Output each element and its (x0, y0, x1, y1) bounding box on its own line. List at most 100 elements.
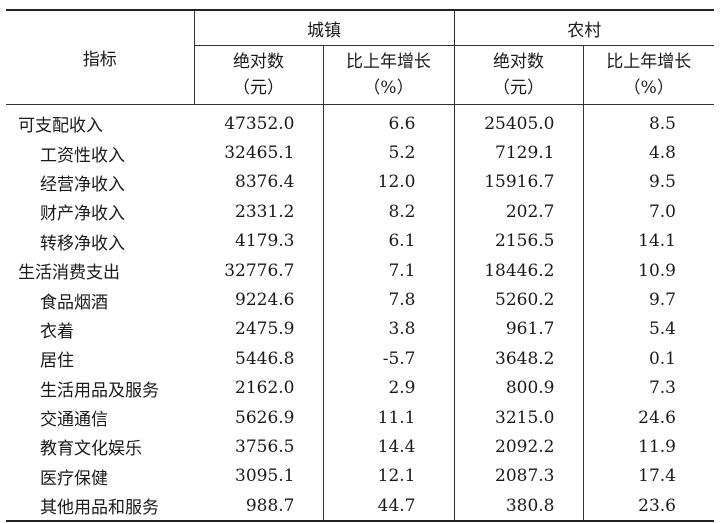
urban-absolute-value: 4179.3 (194, 226, 324, 256)
table-row: 交通通信 5626.9 11.1 3215.0 24.6 (6, 402, 714, 433)
rural-growth-header: 比上年增长 （%） (583, 45, 714, 105)
urban-absolute-value: 9224.6 (194, 285, 324, 315)
absolute-label: 绝对数 (493, 52, 544, 72)
row-indicator-name: 其他用品和服务 (6, 491, 194, 523)
rural-absolute-value: 3648.2 (454, 344, 584, 374)
row-indicator-name: 交通通信 (40, 410, 108, 431)
absolute-unit: （元） (233, 78, 284, 98)
rural-absolute-value: 3215.0 (454, 402, 584, 433)
rural-absolute-value: 380.8 (454, 491, 584, 523)
table-row: 经营净收入 8376.4 12.0 15916.7 9.5 (6, 167, 714, 198)
urban-growth-value: 11.1 (323, 402, 455, 433)
rural-growth-value: 14.1 (638, 231, 676, 252)
table-row: 食品烟酒 9224.6 7.8 5260.2 9.7 (6, 285, 714, 315)
rural-growth-value: 4.8 (648, 143, 676, 164)
table-row: 财产净收入 2331.2 8.2 202.7 7.0 (6, 197, 714, 227)
absolute-unit: （元） (493, 78, 544, 98)
absolute-label: 绝对数 (233, 52, 284, 72)
urban-growth-value: 2.9 (323, 373, 455, 403)
rural-growth-value: 0.1 (648, 348, 676, 369)
urban-absolute-value: 5446.8 (194, 344, 324, 374)
rural-growth-value: 23.6 (583, 491, 714, 523)
rural-absolute-value: 15916.7 (454, 167, 584, 198)
rural-absolute-value: 202.7 (454, 197, 584, 227)
rural-growth-value: 24.6 (638, 407, 676, 428)
row-indicator-name: 经营净收入 (40, 174, 125, 195)
indicator-header: 指标 (6, 10, 195, 105)
urban-absolute-value: 2162.0 (194, 373, 324, 403)
row-indicator-name: 生活用品及服务 (40, 380, 159, 401)
rural-absolute-value: 2092.2 (454, 432, 584, 462)
table-row: 工资性收入 32465.1 5.2 7129.1 4.8 (6, 138, 714, 168)
row-indicator-name: 医疗保健 (40, 468, 108, 489)
urban-growth-value: 14.4 (323, 432, 455, 462)
rural-absolute-value: 7129.1 (454, 138, 584, 168)
urban-growth-value: -5.7 (323, 344, 455, 374)
row-indicator-name: 财产净收入 (40, 204, 125, 225)
urban-absolute-value: 8376.4 (194, 167, 324, 198)
urban-absolute-value: 32465.1 (194, 138, 324, 168)
rural-growth-value: 9.7 (648, 290, 676, 311)
urban-absolute-value: 47352.0 (194, 104, 324, 139)
urban-growth-value: 8.2 (323, 197, 455, 227)
table-row: 衣着 2475.9 3.8 961.7 5.4 (6, 314, 714, 345)
growth-label: 比上年增长 (346, 52, 431, 72)
rural-absolute-value: 2156.5 (454, 226, 584, 256)
rural-absolute-value: 800.9 (454, 373, 584, 403)
rural-growth-value: 9.5 (648, 172, 676, 193)
row-indicator-name: 居住 (40, 351, 74, 372)
row-indicator-name: 衣着 (40, 321, 74, 342)
urban-growth-header: 比上年增长 （%） (323, 45, 455, 105)
urban-absolute-value: 32776.7 (194, 255, 324, 286)
table-row: 其他用品和服务 988.7 44.7 380.8 23.6 (6, 491, 714, 523)
urban-growth-value: 6.1 (323, 226, 455, 256)
table-row: 转移净收入 4179.3 6.1 2156.5 14.1 (6, 226, 714, 256)
table-row: 医疗保健 3095.1 12.1 2087.3 17.4 (6, 461, 714, 492)
table-header: 指标 城镇 农村 绝对数 （元） 比上年增长 （%） 绝对数 （元） 比上 (6, 10, 714, 105)
rural-absolute-value: 2087.3 (454, 461, 584, 492)
urban-growth-value: 5.2 (323, 138, 455, 168)
urban-growth-value: 3.8 (323, 314, 455, 345)
urban-absolute-value: 2331.2 (194, 197, 324, 227)
row-indicator-name: 可支配收入 (18, 116, 103, 137)
row-indicator-name: 生活消费支出 (18, 263, 120, 284)
table-row: 教育文化娱乐 3756.5 14.4 2092.2 11.9 (6, 432, 714, 462)
rural-growth-value: 11.9 (638, 436, 676, 457)
table-body: 可支配收入 47352.0 6.6 25405.0 8.5 工资性收入 32465.1 5.2… (6, 104, 714, 523)
rural-absolute-header: 绝对数 （元） (454, 45, 584, 105)
rural-absolute-value: 961.7 (454, 314, 584, 345)
rural-growth-value: 7.3 (648, 378, 676, 399)
rural-growth-value: 5.4 (648, 319, 676, 340)
growth-unit: （%） (363, 78, 414, 98)
urban-growth-value: 7.8 (323, 285, 455, 315)
urban-growth-value: 12.0 (323, 167, 455, 198)
urban-growth-value: 44.7 (323, 491, 455, 523)
urban-absolute-value: 3095.1 (194, 461, 324, 492)
growth-label: 比上年增长 (606, 52, 692, 72)
row-indicator-name: 食品烟酒 (40, 292, 108, 313)
table-row: 可支配收入 47352.0 6.6 25405.0 8.5 (6, 104, 714, 139)
rural-absolute-value: 5260.2 (454, 285, 584, 315)
row-indicator-name: 转移净收入 (40, 233, 125, 254)
table-row: 生活消费支出 32776.7 7.1 18446.2 10.9 (6, 255, 714, 286)
urban-absolute-value: 3756.5 (194, 432, 324, 462)
urban-absolute-value: 988.7 (194, 491, 324, 523)
urban-growth-value: 6.6 (323, 104, 455, 139)
rural-growth-value: 8.5 (648, 113, 676, 134)
rural-absolute-value: 18446.2 (454, 255, 584, 286)
urban-group-header: 城镇 (194, 10, 455, 46)
income-expenditure-table: 指标 城镇 农村 绝对数 （元） 比上年增长 （%） 绝对数 （元） 比上 (6, 9, 714, 523)
urban-absolute-value: 2475.9 (194, 314, 324, 345)
rural-group-header: 农村 (454, 10, 714, 46)
rural-growth-value: 7.0 (648, 201, 676, 222)
urban-absolute-value: 5626.9 (194, 402, 324, 433)
growth-unit: （%） (623, 78, 674, 98)
urban-growth-value: 7.1 (323, 255, 455, 286)
urban-growth-value: 12.1 (323, 461, 455, 492)
urban-absolute-header: 绝对数 （元） (194, 45, 324, 105)
rural-growth-value: 10.9 (638, 260, 676, 281)
row-indicator-name: 工资性收入 (40, 145, 125, 166)
row-indicator-name: 教育文化娱乐 (40, 439, 142, 460)
table-row: 居住 5446.8 -5.7 3648.2 0.1 (6, 344, 714, 374)
